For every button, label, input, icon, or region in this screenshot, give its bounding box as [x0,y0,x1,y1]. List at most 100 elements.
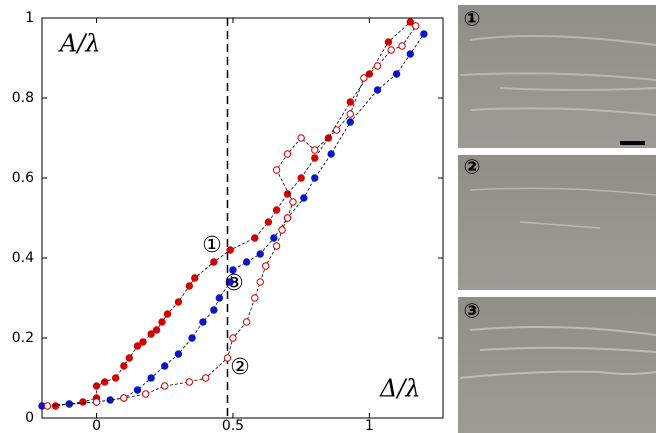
y-tick-label: 0.6 [12,170,34,186]
data-point [147,330,155,338]
data-point [185,282,194,290]
data-point [251,234,259,242]
data-point [311,174,319,182]
data-point [188,334,196,342]
data-point [174,298,183,306]
data-point [229,334,237,342]
data-point [174,350,183,358]
guide-line [47,25,417,407]
image-panel: ① [458,5,656,148]
image-label: ② [464,155,481,179]
data-point [141,390,150,398]
data-point [360,74,368,82]
data-point [256,250,264,258]
data-point [327,150,335,158]
annotation: ② [230,355,250,380]
data-point [152,326,161,334]
data-point [242,258,251,266]
data-point [373,86,382,94]
data-point [332,126,341,134]
data-point [297,134,305,142]
y-tick-label: 0.2 [12,330,34,346]
image-panel: ② [458,155,656,290]
data-point [201,374,210,382]
data-point [283,150,292,158]
data-point [373,62,382,70]
data-point [242,318,251,326]
data-point [256,278,264,286]
data-point [226,278,234,286]
data-point [133,342,142,350]
data-point [133,386,142,394]
data-point [261,262,270,270]
data-point [120,394,128,402]
data-point [106,396,114,404]
data-point [311,146,319,154]
x-tick-label: 0.5 [222,418,244,433]
data-point [297,174,305,182]
data-point [191,274,199,282]
data-point [406,50,414,58]
data-point [289,198,297,206]
data-point [387,46,395,54]
image-label: ① [464,7,481,31]
data-point [398,42,406,50]
data-point [229,266,237,274]
image-label: ③ [464,299,481,323]
data-point [272,206,281,214]
data-point [92,398,101,406]
y-axis-label: A/λ [58,30,101,58]
data-point [392,70,401,78]
x-axis-label: Δ/λ [379,375,421,403]
data-point [384,38,393,46]
data-point [125,354,133,362]
data-point [158,318,166,326]
data-point [210,306,218,314]
data-point [283,214,292,222]
annotation: ① [202,233,222,258]
data-point [226,246,234,254]
data-point [92,382,101,390]
data-point [346,98,354,106]
data-point [51,402,60,410]
data-point [215,294,224,302]
data-point [161,362,169,370]
annotation: ③ [224,271,244,296]
data-point [278,226,286,234]
x-tick-label: 1 [365,418,374,433]
data-point [300,194,308,202]
data-point [420,30,428,38]
y-tick-label: 1 [25,10,34,26]
data-point [139,338,147,346]
data-point [346,110,354,118]
data-point [147,374,155,382]
data-point [412,22,420,30]
y-tick-label: 0.8 [12,90,34,106]
data-point [264,218,273,226]
y-tick-label: 0 [25,410,34,426]
data-point [185,378,194,386]
data-point [111,374,120,382]
data-point [43,402,52,410]
data-point [311,154,319,162]
data-point [346,118,354,126]
image-panel: ③ [458,297,656,433]
data-point [161,382,169,390]
data-point [210,258,218,266]
data-point [251,294,259,302]
guide-line [42,21,411,407]
data-point [272,166,281,174]
data-point [199,318,207,326]
plot-frame [41,17,444,419]
data-point [79,398,87,406]
data-point [272,242,281,250]
guide-line [41,33,425,407]
data-point [270,234,278,242]
data-point [223,354,232,362]
data-point [120,362,128,370]
data-point [163,310,172,318]
x-tick-label: 0 [92,418,101,433]
data-point [406,18,414,26]
data-point [365,70,374,78]
